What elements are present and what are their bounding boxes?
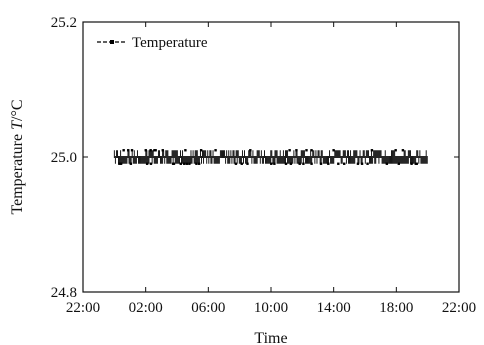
temperature-marker: [332, 149, 335, 152]
temperature-marker: [298, 162, 301, 165]
y-axis-title: Temperature T/°C: [9, 99, 26, 214]
temperature-marker: [289, 162, 293, 165]
temperature-marker: [195, 162, 198, 165]
temperature-marker: [188, 162, 191, 165]
temperature-marker: [149, 149, 152, 152]
legend-marker: [110, 40, 114, 44]
temperature-marker: [356, 162, 360, 165]
temperature-marker: [366, 162, 369, 165]
temperature-marker: [122, 149, 125, 152]
x-tick-label: 22:00: [442, 300, 476, 316]
temperature-marker: [310, 149, 313, 152]
legend-label: Temperature: [132, 35, 208, 51]
temperature-marker: [144, 149, 147, 152]
temperature-marker: [246, 162, 249, 165]
temperature-marker: [149, 162, 153, 165]
x-tick-label: 22:00: [66, 300, 100, 316]
temperature-marker: [118, 162, 121, 165]
temperature-marker: [161, 149, 164, 152]
temperature-marker: [199, 149, 203, 152]
temperature-marker: [310, 162, 313, 165]
x-tick-label: 02:00: [129, 300, 163, 316]
temperature-marker: [414, 162, 417, 165]
temperature-marker: [172, 162, 176, 165]
temperature-marker: [129, 162, 133, 165]
x-axis-ticks: 22:00 02:00 06:00 10:00 14:00 18:00 22:00: [66, 22, 476, 316]
temperature-marker: [302, 162, 305, 165]
temperature-marker: [397, 162, 400, 165]
temperature-marker: [145, 162, 149, 165]
temperature-marker: [179, 162, 182, 165]
temperature-marker: [214, 149, 217, 152]
y-tick-label: 24.8: [51, 285, 77, 301]
temperature-marker: [337, 162, 340, 165]
temperature-marker: [305, 149, 308, 152]
series-temperature: [113, 149, 428, 165]
temperature-marker: [319, 162, 323, 165]
temperature-marker: [288, 149, 291, 152]
temperature-marker: [185, 162, 189, 165]
temperature-marker: [401, 149, 405, 152]
y-tick-label: 25.0: [51, 150, 77, 166]
temperature-marker: [295, 149, 298, 152]
temperature-marker: [184, 149, 187, 152]
temperature-marker: [197, 162, 201, 165]
temperature-marker: [370, 149, 374, 152]
temperature-marker: [273, 162, 276, 165]
temperature-marker: [249, 149, 252, 152]
temperature-marker: [183, 162, 186, 165]
x-tick-label: 10:00: [254, 300, 288, 316]
temperature-marker: [153, 149, 156, 152]
legend: Temperature: [97, 35, 208, 51]
x-tick-label: 18:00: [379, 300, 413, 316]
temperature-marker: [360, 162, 364, 165]
x-tick-label: 06:00: [191, 300, 225, 316]
y-axis-ticks: 25.2 25.0 24.8: [51, 15, 459, 301]
temperature-marker: [127, 149, 130, 152]
temperature-marker: [343, 162, 346, 165]
temperature-marker: [327, 162, 330, 165]
temperature-marker: [270, 162, 273, 165]
temperature-marker: [234, 162, 238, 165]
temperature-marker: [284, 162, 288, 165]
temperature-marker: [385, 162, 389, 165]
temperature-marker: [119, 162, 123, 165]
temperature-line: [113, 150, 428, 164]
x-axis-title: Time: [254, 330, 287, 345]
temperature-marker: [410, 162, 413, 165]
y-tick-label: 25.2: [51, 15, 77, 31]
temperature-marker: [394, 149, 397, 152]
x-tick-label: 14:00: [317, 300, 351, 316]
temperature-marker: [130, 149, 134, 152]
temperature-marker: [240, 162, 243, 165]
